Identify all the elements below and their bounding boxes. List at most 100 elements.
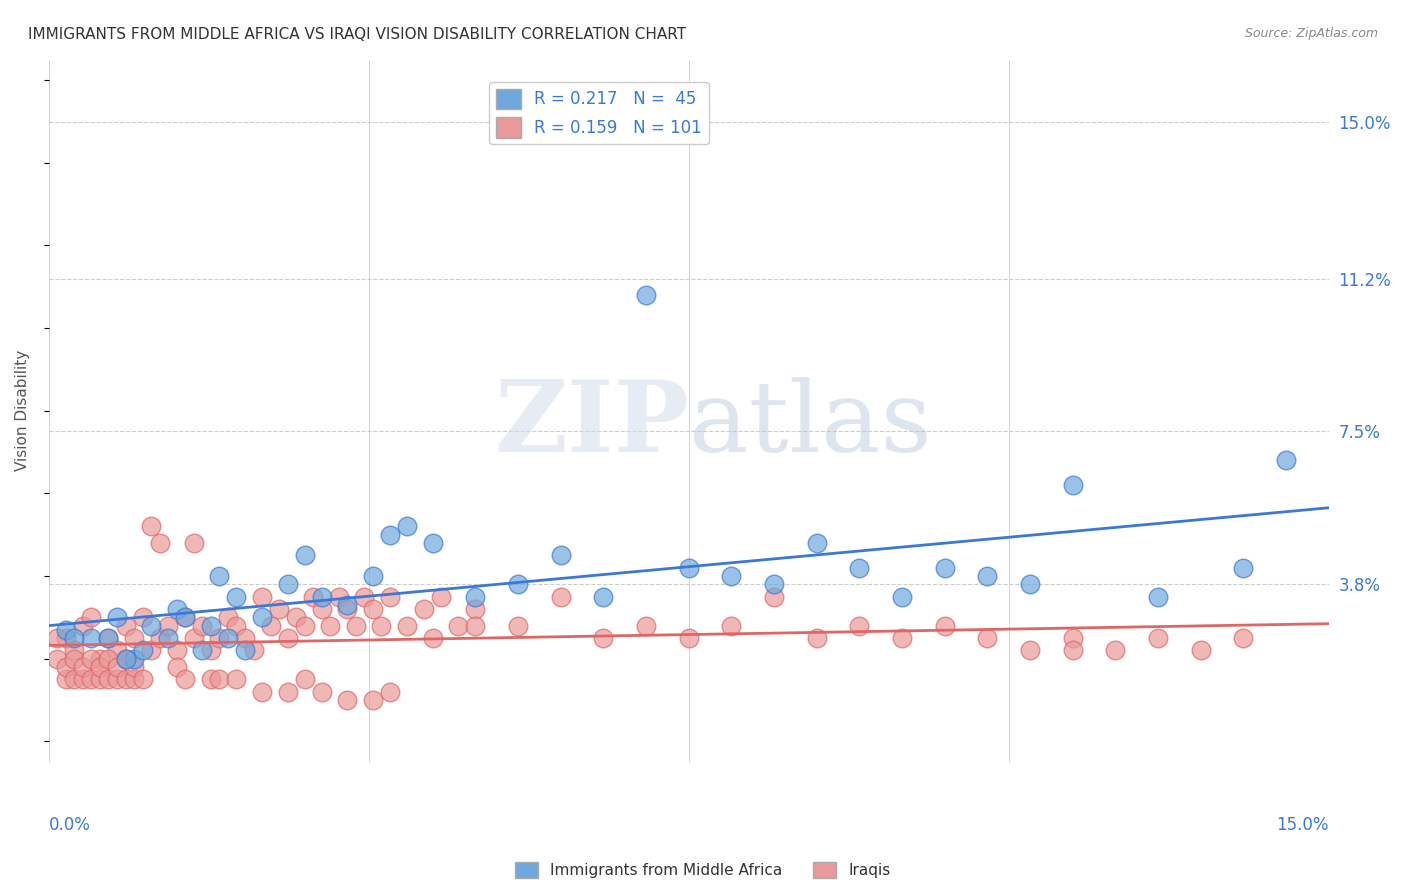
Point	[464, 602, 486, 616]
Point	[105, 660, 128, 674]
Point	[139, 643, 162, 657]
Point	[550, 549, 572, 563]
Text: ZIP: ZIP	[494, 376, 689, 474]
Point	[294, 618, 316, 632]
Point	[89, 672, 111, 686]
Point	[139, 519, 162, 533]
Point	[294, 672, 316, 686]
Point	[336, 693, 359, 707]
Point	[89, 651, 111, 665]
Point	[806, 631, 828, 645]
Point	[506, 577, 529, 591]
Point	[319, 618, 342, 632]
Point	[294, 549, 316, 563]
Point	[634, 288, 657, 302]
Point	[55, 672, 77, 686]
Point	[678, 631, 700, 645]
Point	[191, 643, 214, 657]
Point	[200, 643, 222, 657]
Point	[131, 610, 153, 624]
Point	[80, 672, 103, 686]
Point	[464, 590, 486, 604]
Point	[361, 693, 384, 707]
Point	[97, 631, 120, 645]
Point	[634, 618, 657, 632]
Point	[114, 651, 136, 665]
Point	[311, 602, 333, 616]
Point	[328, 590, 350, 604]
Point	[208, 631, 231, 645]
Point	[976, 631, 998, 645]
Point	[55, 631, 77, 645]
Point	[55, 660, 77, 674]
Point	[1104, 643, 1126, 657]
Point	[122, 672, 145, 686]
Point	[890, 631, 912, 645]
Point	[122, 651, 145, 665]
Point	[506, 618, 529, 632]
Point	[890, 590, 912, 604]
Point	[225, 618, 247, 632]
Point	[1062, 631, 1084, 645]
Text: Source: ZipAtlas.com: Source: ZipAtlas.com	[1244, 27, 1378, 40]
Point	[208, 569, 231, 583]
Point	[1147, 590, 1170, 604]
Point	[97, 672, 120, 686]
Point	[63, 631, 86, 645]
Point	[848, 560, 870, 574]
Point	[174, 610, 197, 624]
Point	[336, 598, 359, 612]
Point	[934, 618, 956, 632]
Point	[114, 651, 136, 665]
Point	[720, 618, 742, 632]
Point	[250, 590, 273, 604]
Point	[114, 672, 136, 686]
Point	[378, 590, 401, 604]
Point	[378, 527, 401, 541]
Point	[200, 672, 222, 686]
Point	[720, 569, 742, 583]
Point	[131, 672, 153, 686]
Text: atlas: atlas	[689, 377, 931, 473]
Point	[191, 618, 214, 632]
Point	[1062, 643, 1084, 657]
Point	[550, 590, 572, 604]
Point	[976, 569, 998, 583]
Point	[183, 631, 205, 645]
Point	[225, 590, 247, 604]
Legend: R = 0.217   N =  45, R = 0.159   N = 101: R = 0.217 N = 45, R = 0.159 N = 101	[489, 82, 709, 145]
Point	[378, 684, 401, 698]
Point	[131, 643, 153, 657]
Point	[233, 631, 256, 645]
Point	[422, 536, 444, 550]
Point	[396, 618, 419, 632]
Point	[63, 643, 86, 657]
Point	[1275, 453, 1298, 467]
Point	[1232, 631, 1254, 645]
Point	[157, 631, 180, 645]
Point	[277, 631, 299, 645]
Point	[89, 660, 111, 674]
Point	[344, 618, 367, 632]
Point	[242, 643, 264, 657]
Legend: Immigrants from Middle Africa, Iraqis: Immigrants from Middle Africa, Iraqis	[509, 856, 897, 884]
Point	[361, 569, 384, 583]
Point	[336, 602, 359, 616]
Point	[114, 618, 136, 632]
Point	[250, 684, 273, 698]
Point	[311, 684, 333, 698]
Point	[217, 610, 239, 624]
Point	[139, 618, 162, 632]
Point	[217, 631, 239, 645]
Text: 0.0%: 0.0%	[49, 815, 90, 834]
Point	[430, 590, 453, 604]
Point	[678, 560, 700, 574]
Point	[166, 660, 188, 674]
Point	[97, 631, 120, 645]
Point	[149, 536, 172, 550]
Point	[225, 672, 247, 686]
Point	[72, 618, 94, 632]
Point	[592, 631, 614, 645]
Point	[1147, 631, 1170, 645]
Point	[311, 590, 333, 604]
